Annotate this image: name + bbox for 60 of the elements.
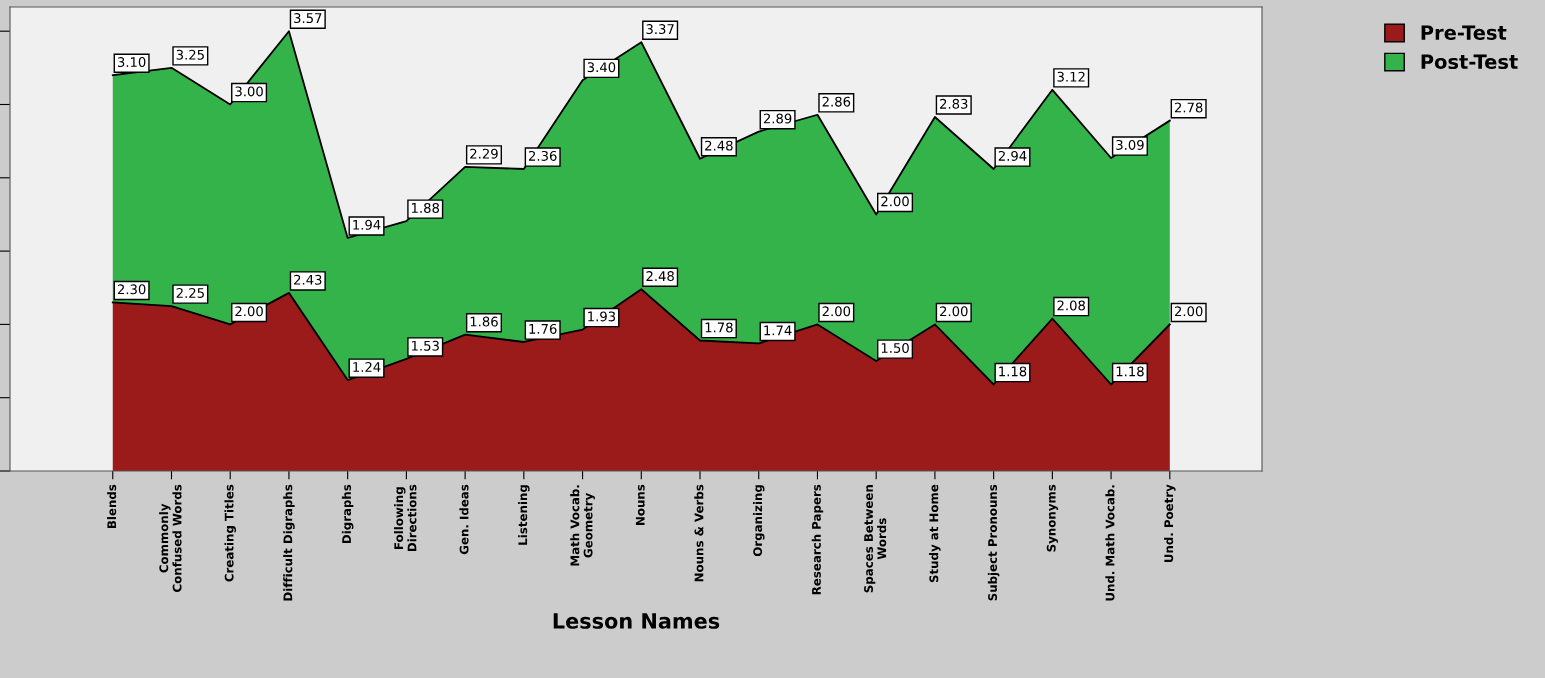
data-label: 2.00	[1174, 306, 1203, 317]
x-tick-label: Und. Poetry	[1164, 484, 1176, 563]
x-tick-label: Organizing	[752, 485, 765, 557]
data-label: 3.12	[1057, 71, 1085, 82]
data-label: 1.18	[999, 366, 1027, 377]
x-tick-label: Commonly Confused Words	[159, 484, 182, 592]
x-tick-label: Blends	[107, 484, 117, 529]
data-label: 2.08	[1057, 300, 1085, 311]
data-label: 2.36	[528, 150, 557, 161]
x-tick-label: Math Vocab. Geometry	[570, 485, 595, 566]
data-label: 1.78	[705, 322, 733, 333]
x-tick-label: Und. Math Vocab.	[1105, 485, 1115, 601]
x-tick-label: Study at Home	[929, 484, 941, 583]
x-tick-label: Difficult Digraphs	[283, 484, 295, 601]
data-label: 2.83	[940, 98, 968, 109]
x-tick-label: Creating Titles	[224, 484, 236, 582]
x-tick-label: Synonyms	[1046, 484, 1059, 552]
data-label: 1.74	[764, 325, 792, 336]
x-axis-title: Lesson Names	[553, 613, 720, 629]
data-label: 2.00	[940, 306, 968, 317]
data-label: 2.86	[822, 96, 851, 107]
data-label: 1.18	[1116, 366, 1144, 377]
data-label: 3.25	[176, 49, 204, 60]
data-label: 1.93	[588, 311, 616, 322]
data-label: 2.78	[1174, 102, 1203, 113]
x-tick-label: Following Directions	[394, 484, 417, 552]
x-tick-label: Nouns	[635, 484, 645, 525]
data-label: 2.48	[646, 271, 674, 282]
x-tick-label: Listening	[518, 485, 530, 545]
data-label: 3.10	[117, 57, 146, 68]
data-label: 2.00	[822, 306, 851, 317]
legend-label: Post-Test	[1421, 54, 1518, 70]
data-label: 1.50	[881, 342, 909, 353]
x-tick-label: Nouns & Verbs	[694, 484, 704, 582]
data-label: 2.94	[998, 150, 1027, 161]
data-label: 1.86	[470, 316, 498, 327]
data-label: 2.29	[470, 148, 498, 159]
data-label: 1.24	[353, 362, 381, 372]
x-tick-label: Subject Pronouns	[987, 484, 1000, 601]
data-label: 3.40	[587, 62, 616, 73]
data-label: 3.00	[235, 86, 263, 97]
data-label: 1.94	[353, 219, 381, 230]
data-label: 2.00	[881, 196, 909, 207]
legend-label: Pre-Test	[1421, 25, 1507, 40]
data-label: 2.43	[294, 274, 322, 285]
data-label: 2.48	[705, 140, 733, 151]
data-label: 2.00	[235, 306, 263, 317]
data-label: 2.25	[176, 287, 204, 298]
data-label: 2.30	[117, 284, 146, 295]
data-label: 1.53	[412, 340, 439, 351]
data-label: 1.76	[529, 323, 557, 334]
data-label: 3.37	[646, 24, 674, 35]
x-tick-label: Gen. Ideas	[459, 484, 469, 555]
x-tick-label: Spaces Between Words	[864, 485, 887, 593]
x-tick-label: Digraphs	[341, 484, 354, 544]
data-label: 2.89	[763, 113, 792, 124]
x-tick-label: Research Papers	[811, 484, 824, 595]
data-label: 3.57	[294, 13, 322, 24]
data-label: 3.09	[1116, 139, 1144, 150]
data-label: 1.88	[412, 202, 440, 213]
